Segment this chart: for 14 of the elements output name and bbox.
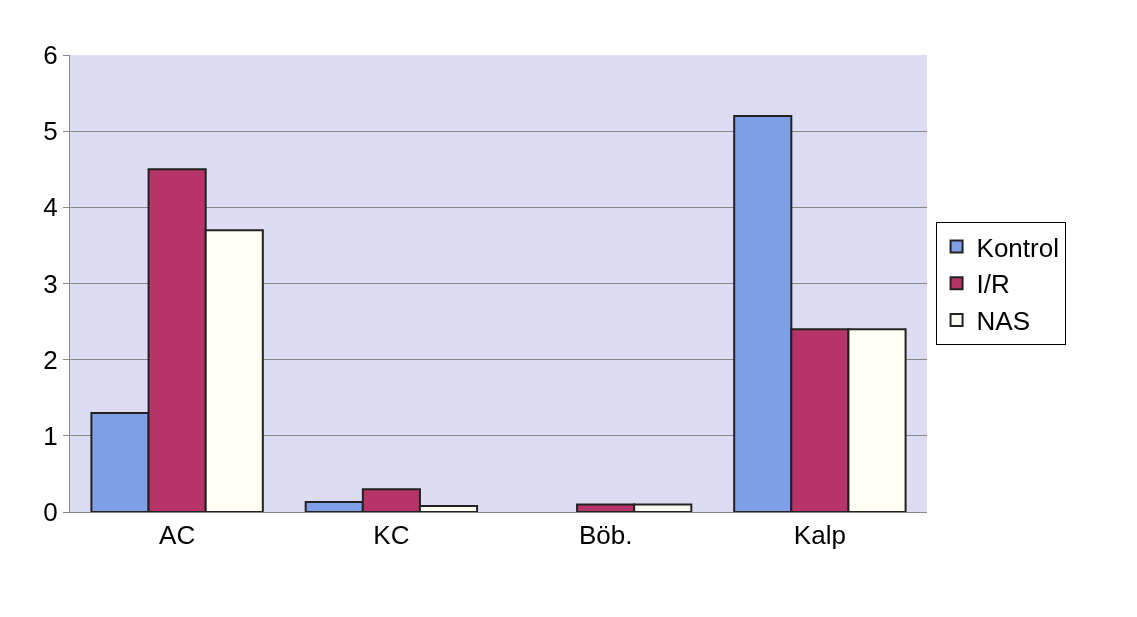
legend-label: Kontrol [976,232,1059,263]
y-tick-label: 6 [43,40,58,71]
legend-label: NAS [976,306,1031,337]
y-tick-label: 3 [43,268,58,299]
x-tick-label: Kalp [793,520,846,551]
y-tick-label: 2 [43,344,58,375]
y-tick-label: 4 [43,192,58,223]
x-tick-label: KC [373,520,410,551]
y-tick-label: 5 [43,116,58,147]
y-tick-label: 1 [43,420,58,451]
legend-label: I/R [976,269,1010,300]
y-tick-label: 0 [43,497,58,528]
x-tick-label: AC [159,520,196,551]
x-tick-label: Böb. [578,520,633,551]
